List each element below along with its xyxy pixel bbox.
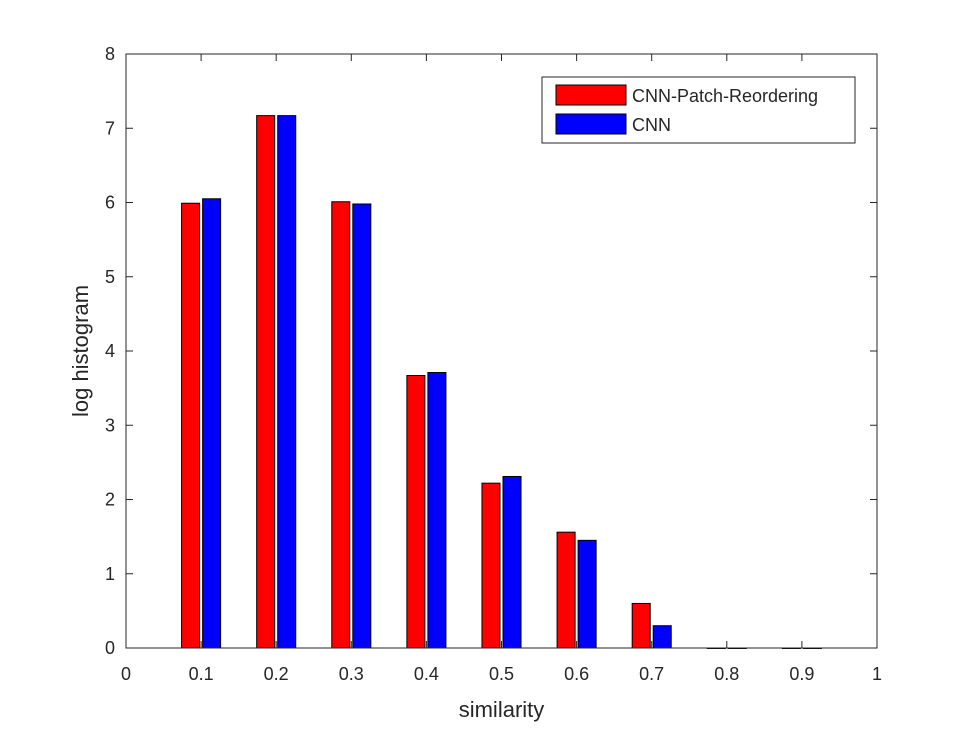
bar-cnn	[352, 203, 372, 649]
y-tick-label: 1	[105, 564, 115, 584]
plot-area	[126, 54, 877, 648]
y-axis-label: log histogram	[68, 285, 93, 417]
bar-cnn	[427, 372, 447, 649]
bar-cnn-patch-reordering	[556, 531, 576, 649]
x-tick-label: 0	[121, 664, 131, 684]
bar-cnn	[502, 475, 522, 649]
x-tick-label: 0.8	[714, 664, 739, 684]
y-tick-label: 7	[105, 118, 115, 138]
bars-layer	[181, 115, 822, 649]
y-tick-label: 3	[105, 415, 115, 435]
y-tick-label: 4	[105, 341, 115, 361]
bar-cnn-patch-reordering	[181, 202, 201, 649]
y-tick-label: 2	[105, 490, 115, 510]
y-tick-label: 8	[105, 44, 115, 64]
x-tick-label: 0.3	[339, 664, 364, 684]
axes-box	[125, 53, 878, 649]
x-tick-label: 0.9	[789, 664, 814, 684]
bar-cnn-patch-reordering	[331, 201, 351, 649]
bar-cnn	[202, 198, 222, 649]
y-tick-label: 6	[105, 193, 115, 213]
bar-cnn-patch-reordering	[481, 482, 501, 649]
x-tick-label: 0.5	[489, 664, 514, 684]
bar-cnn	[277, 115, 297, 649]
x-tick-label: 0.2	[264, 664, 289, 684]
bar-cnn-patch-reordering	[631, 602, 651, 649]
legend: CNN-Patch-Reordering CNN	[541, 76, 856, 144]
legend-label-cnn: CNN	[632, 115, 671, 135]
ticks-layer: 0 0.1 0.2 0.3 0.4 0.5 0.6 0.7 0.8 0.9 1 0 1 2 3 4 5 6 7 8	[105, 44, 882, 684]
y-tick-label: 0	[105, 638, 115, 658]
bar-cnn	[577, 539, 597, 649]
labels-layer: similarity log histogram	[68, 285, 544, 722]
bar-cnn	[652, 625, 672, 649]
x-tick-label: 0.6	[564, 664, 589, 684]
x-tick-label: 1	[872, 664, 882, 684]
bar-cnn-patch-reordering	[406, 375, 426, 649]
x-tick-label: 0.1	[189, 664, 214, 684]
y-tick-label: 5	[105, 267, 115, 287]
x-tick-label: 0.4	[414, 664, 439, 684]
legend-label-cnn-patch-reordering: CNN-Patch-Reordering	[632, 86, 818, 106]
legend-swatch-cnn-patch-reordering	[555, 84, 627, 106]
x-axis-label: similarity	[459, 697, 545, 722]
bar-cnn-patch-reordering	[256, 115, 276, 649]
legend-swatch-cnn	[555, 113, 627, 135]
x-tick-label: 0.7	[639, 664, 664, 684]
